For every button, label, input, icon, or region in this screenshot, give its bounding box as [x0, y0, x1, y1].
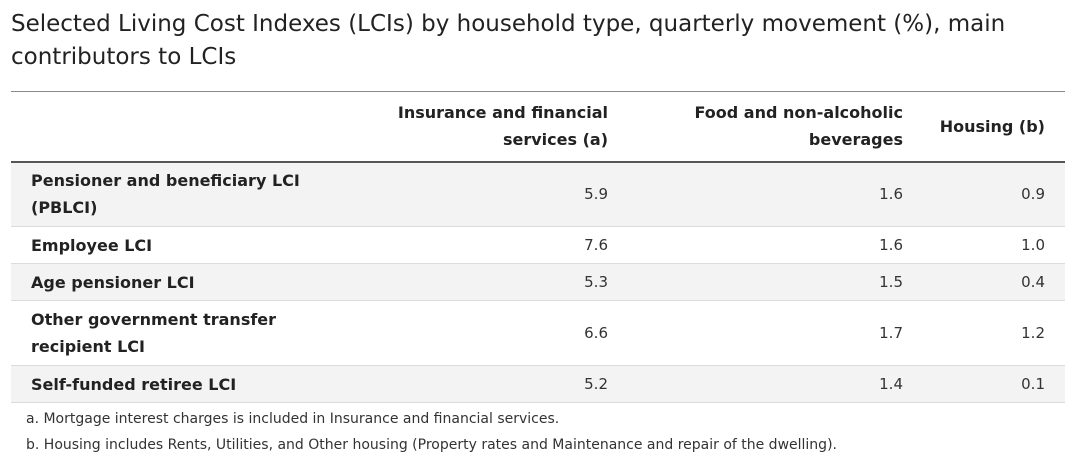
cell-food: 1.6	[879, 184, 903, 203]
data-table: Insurance and financial services (a) Foo…	[11, 91, 1065, 403]
cell-housing: 1.2	[1021, 323, 1045, 342]
row-label: Self-funded retiree LCI	[31, 374, 237, 394]
cell-insurance: 6.6	[584, 323, 608, 342]
page-title: Selected Living Cost Indexes (LCIs) by h…	[11, 11, 1006, 70]
table-row: Pensioner and beneficiary LCI (PBLCI) 5.…	[11, 161, 1065, 227]
footnote-b: b. Housing includes Rents, Utilities, an…	[26, 437, 837, 453]
cell-food: 1.4	[879, 374, 903, 393]
row-label: Employee LCI	[31, 235, 153, 255]
cell-insurance: 5.3	[584, 272, 608, 291]
table-header-row: Insurance and financial services (a) Foo…	[11, 91, 1065, 162]
cell-housing: 0.1	[1021, 374, 1045, 393]
table-row: Other government transfer recipient LCI …	[11, 301, 1065, 366]
cell-food: 1.5	[879, 272, 903, 291]
row-label: Other government transfer recipient LCI	[31, 310, 277, 356]
column-header-housing: Housing (b)	[939, 116, 1045, 136]
cell-insurance: 7.6	[584, 235, 608, 254]
cell-housing: 1.0	[1021, 235, 1045, 254]
header-row-label	[11, 92, 351, 162]
row-label: Pensioner and beneficiary LCI (PBLCI)	[31, 171, 300, 218]
cell-food: 1.6	[879, 235, 903, 254]
cell-insurance: 5.9	[584, 184, 608, 203]
cell-housing: 0.9	[1021, 184, 1045, 203]
column-header-food: Food and non-alcoholic beverages	[694, 103, 903, 150]
row-label: Age pensioner LCI	[31, 272, 195, 292]
table-row: Self-funded retiree LCI 5.2 1.4 0.1	[11, 365, 1065, 403]
cell-insurance: 5.2	[584, 374, 608, 393]
cell-housing: 0.4	[1021, 272, 1045, 291]
table-row: Age pensioner LCI 5.3 1.5 0.4	[11, 263, 1065, 301]
cell-food: 1.7	[879, 323, 903, 342]
footnote-a: a. Mortgage interest charges is included…	[26, 411, 560, 427]
column-header-insurance: Insurance and financial services (a)	[397, 103, 608, 150]
table-row: Employee LCI 7.6 1.6 1.0	[11, 227, 1065, 264]
footnotes: a. Mortgage interest charges is included…	[26, 406, 1066, 458]
